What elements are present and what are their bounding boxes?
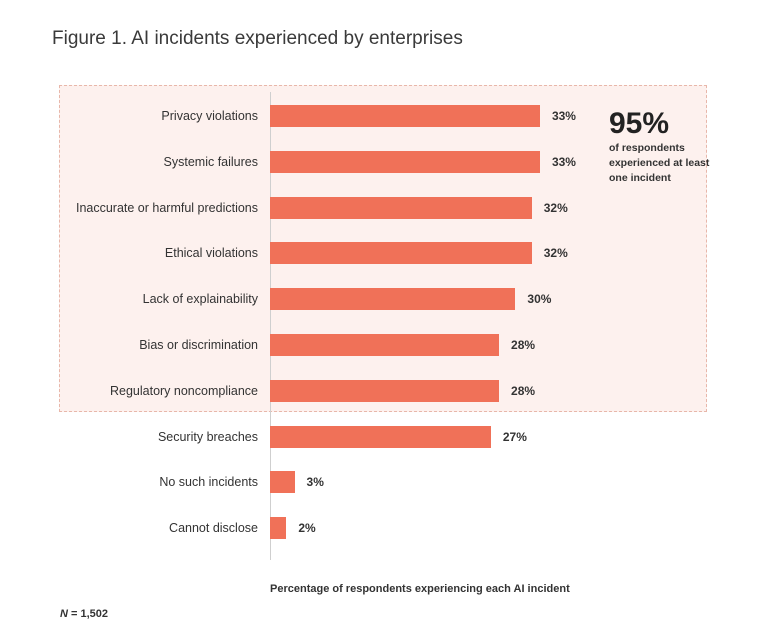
y-axis-line bbox=[270, 92, 271, 560]
bar bbox=[270, 379, 500, 402]
value-label: 27% bbox=[502, 429, 527, 444]
sample-size-note: N = 1,502 bbox=[60, 608, 108, 620]
bar bbox=[270, 517, 287, 540]
bar bbox=[270, 242, 532, 265]
category-label: Inaccurate or harmful predictions bbox=[75, 200, 258, 215]
bar bbox=[270, 334, 500, 356]
value-label: 28% bbox=[511, 338, 536, 352]
value-label: 2% bbox=[298, 521, 316, 536]
value-label: 33% bbox=[551, 154, 576, 169]
bar bbox=[270, 425, 491, 448]
value-label: 30% bbox=[527, 292, 552, 307]
category-label: No such incidents bbox=[159, 475, 258, 490]
value-label: 32% bbox=[543, 200, 568, 215]
callout-text: of respondents experienced at least one … bbox=[609, 142, 710, 184]
value-label: 32% bbox=[543, 246, 568, 261]
category-label: Cannot disclose bbox=[169, 521, 258, 536]
category-label: Systemic failures bbox=[163, 154, 258, 169]
value-label: 3% bbox=[306, 475, 324, 490]
category-label: Bias or discrimination bbox=[139, 338, 258, 352]
bar bbox=[270, 150, 540, 173]
value-label: 33% bbox=[551, 109, 576, 123]
bar bbox=[270, 196, 532, 219]
bar bbox=[270, 471, 295, 494]
callout: 95% of respondents experienced at least … bbox=[609, 107, 719, 186]
value-label: 28% bbox=[511, 383, 536, 398]
category-label: Privacy violations bbox=[161, 109, 258, 123]
sample-size-text: = 1,502 bbox=[67, 608, 109, 620]
x-axis-label: Percentage of respondents experiencing e… bbox=[270, 583, 570, 595]
sample-size-symbol: N bbox=[60, 608, 68, 620]
bar bbox=[270, 105, 540, 127]
callout-value: 95% bbox=[609, 107, 670, 140]
category-label: Security breaches bbox=[157, 429, 258, 444]
category-label: Ethical violations bbox=[164, 246, 258, 261]
bar bbox=[270, 288, 516, 311]
category-label: Regulatory noncompliance bbox=[109, 383, 258, 398]
chart-title: Figure 1. AI incidents experienced by en… bbox=[52, 28, 463, 49]
category-label: Lack of explainability bbox=[142, 292, 258, 307]
